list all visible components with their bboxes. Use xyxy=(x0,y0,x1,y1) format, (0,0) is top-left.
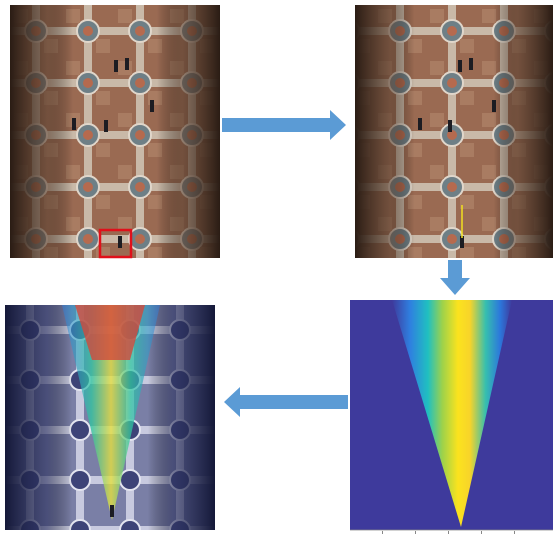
arrow-left xyxy=(224,387,348,417)
input-image xyxy=(10,5,220,259)
overlay-image xyxy=(5,305,215,530)
arrow-down xyxy=(440,260,470,295)
target-box xyxy=(98,228,133,259)
heatmap xyxy=(350,300,553,534)
arrow-right xyxy=(222,110,346,140)
tracked-image xyxy=(355,5,553,258)
